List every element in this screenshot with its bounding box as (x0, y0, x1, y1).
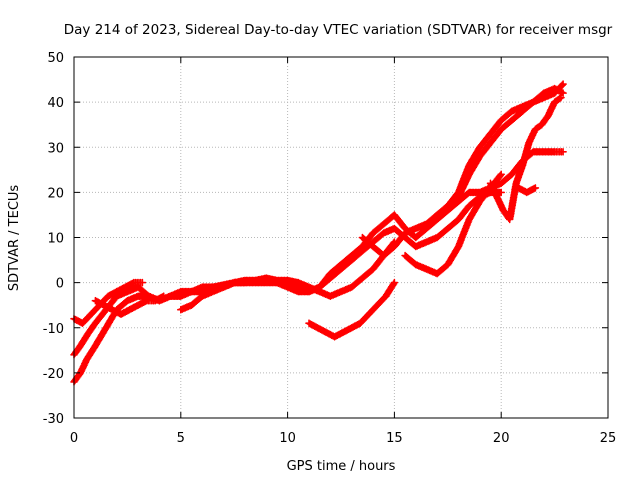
x-tick-label: 10 (279, 431, 296, 446)
axis-ticks: 0 5 10 15 20 25 -30 -20 -10 0 10 20 30 40 50 (43, 51, 617, 446)
x-tick-label: 25 (600, 431, 617, 446)
y-tick-label: -20 (43, 367, 64, 382)
y-axis-label: SDTVAR / TECUs (7, 185, 22, 292)
data-series (70, 80, 567, 386)
series-track-e (177, 148, 567, 314)
y-tick-label: 10 (47, 232, 64, 247)
y-tick-label: 30 (47, 141, 64, 156)
y-tick-label: -10 (43, 322, 64, 337)
series-track-i (444, 80, 567, 210)
y-tick-label: 20 (47, 186, 64, 201)
series-track-j (486, 93, 565, 224)
y-tick-label: 50 (47, 51, 64, 66)
grid (74, 57, 608, 418)
y-tick-label: -30 (43, 412, 64, 427)
x-tick-label: 0 (70, 431, 78, 446)
series-track-d (91, 292, 168, 318)
series-track-k (514, 184, 540, 197)
chart-title: Day 214 of 2023, Sidereal Day-to-day VTE… (64, 22, 613, 38)
x-tick-label: 20 (493, 431, 510, 446)
y-tick-label: 0 (56, 277, 64, 292)
y-tick-label: 40 (47, 96, 64, 111)
x-tick-label: 15 (386, 431, 403, 446)
series-track-f (305, 278, 399, 341)
x-axis-label: GPS time / hours (287, 459, 396, 474)
x-tick-label: 5 (177, 431, 185, 446)
